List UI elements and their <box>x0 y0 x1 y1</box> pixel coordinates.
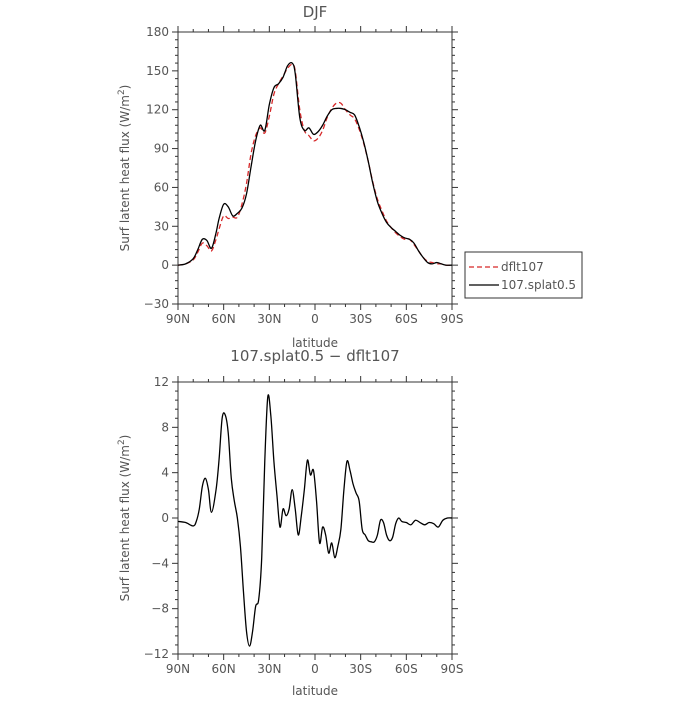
top-xtick-label-6: 90S <box>441 312 464 326</box>
top-y-axis-label-text: Surf latent heat flux (W/m <box>118 95 132 251</box>
top-y-axis-label-close: ) <box>118 85 132 90</box>
bottom-xtick-label-3: 0 <box>311 662 319 676</box>
top-xtick-label-1: 60N <box>212 312 236 326</box>
top-xtick-label-4: 30S <box>349 312 372 326</box>
top-series-group <box>177 61 453 266</box>
bottom-ytick-label-5: 8 <box>161 420 169 434</box>
top-x-axis: 90N 60N 30N 0 30S 60S 90S <box>166 26 464 326</box>
bottom-y-axis-label-text: Surf latent heat flux (W/m <box>118 445 132 601</box>
bottom-xtick-label-4: 30S <box>349 662 372 676</box>
top-y-axis-label: Surf latent heat flux (W/m2) <box>117 85 132 252</box>
bottom-ytick-label-3: 0 <box>161 511 169 525</box>
bottom-x-axis: 90N 60N 30N 0 30S 60S 90S <box>166 376 464 676</box>
bottom-xtick-label-6: 90S <box>441 662 464 676</box>
top-ytick-label-6: 150 <box>146 64 169 78</box>
top-ytick-label-7: 180 <box>146 25 169 39</box>
top-y-axis-label-sup: 2 <box>117 89 127 95</box>
top-panel: DJF −30 0 30 60 90 120 150 180 90N 60N 30N 0 30S 60S… <box>117 3 463 350</box>
top-panel-title: DJF <box>303 3 328 21</box>
bottom-ytick-label-1: −8 <box>151 602 169 616</box>
bottom-xtick-label-0: 90N <box>166 662 190 676</box>
bottom-plot-frame <box>177 381 453 655</box>
top-ytick-label-5: 120 <box>146 103 169 117</box>
bottom-x-axis-label: latitude <box>292 684 338 698</box>
top-series-line-0 <box>177 63 453 266</box>
top-y-axis: −30 0 30 60 90 120 150 180 <box>144 25 458 311</box>
bottom-y-axis-label: Surf latent heat flux (W/m2) <box>117 435 132 602</box>
bottom-ytick-label-0: −12 <box>144 647 169 661</box>
bottom-y-axis-label-close: ) <box>118 435 132 440</box>
bottom-ytick-label-2: −4 <box>151 556 169 570</box>
bottom-xtick-label-1: 60N <box>212 662 236 676</box>
bottom-panel: 107.splat0.5 − dflt107 −12 −8 −4 0 4 8 12 90N 6… <box>117 347 463 698</box>
legend: dflt107 107.splat0.5 <box>464 251 583 299</box>
top-plot-frame <box>177 31 453 305</box>
bottom-panel-title: 107.splat0.5 − dflt107 <box>230 347 399 365</box>
top-ytick-label-4: 90 <box>154 142 169 156</box>
top-xtick-label-3: 0 <box>311 312 319 326</box>
bottom-ytick-label-4: 4 <box>161 466 169 480</box>
legend-label-splat: 107.splat0.5 <box>501 278 576 292</box>
top-ytick-label-3: 60 <box>154 180 169 194</box>
legend-label-dflt107: dflt107 <box>501 260 544 274</box>
bottom-y-axis-label-sup: 2 <box>117 439 127 445</box>
bottom-y-axis: −12 −8 −4 0 4 8 12 <box>144 375 458 661</box>
bottom-ytick-label-6: 12 <box>154 375 169 389</box>
legend-box <box>464 251 583 299</box>
top-x-axis-label: latitude <box>292 336 338 350</box>
bottom-series-line-0 <box>177 394 453 647</box>
bottom-xtick-label-5: 60S <box>395 662 418 676</box>
top-xtick-label-5: 60S <box>395 312 418 326</box>
top-ytick-label-2: 30 <box>154 219 169 233</box>
bottom-series-group <box>177 394 453 647</box>
top-xtick-label-2: 30N <box>257 312 281 326</box>
bottom-xtick-label-2: 30N <box>257 662 281 676</box>
top-ytick-label-1: 0 <box>161 258 169 272</box>
top-ytick-label-0: −30 <box>144 297 169 311</box>
top-xtick-label-0: 90N <box>166 312 190 326</box>
top-series-line-1 <box>177 61 453 266</box>
